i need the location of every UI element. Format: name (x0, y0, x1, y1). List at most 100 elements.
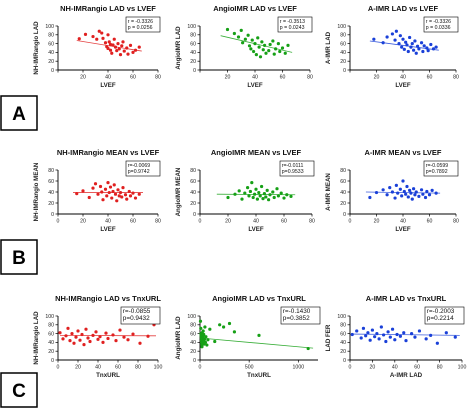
data-point (103, 41, 108, 45)
y-tick-label: 0 (343, 68, 346, 74)
y-tick-label: 100 (45, 314, 54, 320)
x-tick-label: 40 (105, 75, 111, 81)
x-tick-label: 0 (57, 219, 60, 225)
x-tick-label: 60 (130, 219, 136, 225)
data-point (417, 194, 421, 198)
data-point (128, 43, 133, 47)
data-point (368, 195, 372, 200)
data-point (425, 189, 429, 194)
data-point (117, 194, 121, 198)
data-point (74, 335, 78, 339)
data-point (232, 330, 237, 334)
y-tick-label: 100 (187, 24, 196, 30)
data-point (453, 335, 457, 339)
data-point (417, 329, 422, 333)
stats-text: p=0.9432 (123, 315, 150, 322)
stats-text: r=-0.2003 (427, 308, 455, 315)
stats-text: r=-0.0111 (282, 163, 304, 169)
y-tick-label: 0 (193, 358, 196, 364)
x-tick-label: 0 (349, 365, 352, 371)
data-point (385, 35, 389, 39)
chart-panel-6: A-IMR MEAN vs LVEF 0 20 40 60 80 0 20 40 60 80 LVEF… (325, 148, 459, 233)
data-point (398, 34, 402, 38)
data-point (265, 188, 269, 192)
data-point (413, 193, 417, 197)
chart-panel-4: NH-IMRangio MEAN vs LVEF 0 20 40 60 80 0 20 40 60… (33, 148, 161, 233)
data-point (252, 49, 256, 54)
y-tick-label: 40 (340, 340, 346, 346)
y-tick-label: 40 (190, 50, 196, 56)
data-point (240, 197, 244, 201)
panel-letter-b: B (12, 248, 26, 269)
data-point (78, 338, 82, 342)
data-point (137, 45, 141, 49)
data-point (202, 332, 206, 337)
stats-text: r=-0.0069 (128, 163, 150, 169)
data-point (430, 188, 434, 192)
x-tick-label: 40 (252, 75, 258, 81)
data-point (110, 51, 114, 55)
data-point (203, 340, 208, 344)
data-point (398, 187, 402, 191)
y-tick-label: 100 (45, 24, 54, 30)
fit-line (76, 40, 142, 52)
data-point (94, 330, 98, 334)
data-point (398, 334, 402, 338)
data-point (386, 330, 390, 334)
x-axis-label: LVEF (100, 226, 116, 233)
data-point (131, 50, 135, 55)
data-point (368, 338, 372, 342)
data-point (400, 45, 404, 49)
data-point (408, 188, 412, 192)
data-point (95, 37, 99, 41)
data-point (138, 341, 142, 345)
data-point (390, 32, 394, 36)
data-point (388, 335, 392, 339)
data-point (205, 343, 209, 347)
data-point (248, 189, 252, 194)
stats-box (277, 16, 313, 33)
data-point (421, 49, 425, 54)
data-point (402, 331, 406, 335)
x-tick-label: 40 (253, 219, 259, 225)
stats-box (423, 16, 459, 33)
x-tick-label: 0 (199, 219, 202, 225)
data-point (279, 191, 283, 195)
data-point (247, 44, 252, 48)
data-point (254, 187, 258, 191)
data-point (198, 319, 203, 323)
data-point (86, 336, 90, 340)
x-tick-label: 20 (80, 219, 86, 225)
x-tick-label: 20 (374, 219, 380, 225)
data-point (247, 194, 251, 198)
stats-text: r=-0.0599 (426, 163, 448, 169)
data-point (199, 326, 203, 330)
data-point (117, 47, 121, 51)
fit-line (199, 337, 314, 349)
data-point (276, 42, 280, 46)
y-tick-label: 0 (193, 212, 196, 218)
x-tick-label: 40 (95, 365, 101, 371)
data-point (413, 39, 417, 43)
data-point (237, 189, 241, 193)
data-point (101, 340, 105, 344)
data-point (232, 31, 236, 36)
data-point (218, 323, 222, 327)
data-point (100, 190, 104, 194)
data-point (406, 195, 410, 199)
data-point (213, 339, 217, 344)
data-point (118, 328, 122, 332)
data-point (410, 42, 414, 46)
x-tick-label: 20 (225, 75, 231, 81)
x-tick-label: 80 (309, 219, 315, 225)
x-tick-label: 80 (307, 75, 313, 81)
data-point (260, 184, 264, 189)
data-point (427, 193, 432, 197)
data-point (128, 194, 133, 198)
data-point (394, 29, 398, 33)
data-point (72, 341, 76, 345)
data-point (239, 28, 243, 32)
x-tick-label: 60 (280, 75, 286, 81)
data-point (388, 186, 392, 190)
data-point (96, 192, 100, 196)
